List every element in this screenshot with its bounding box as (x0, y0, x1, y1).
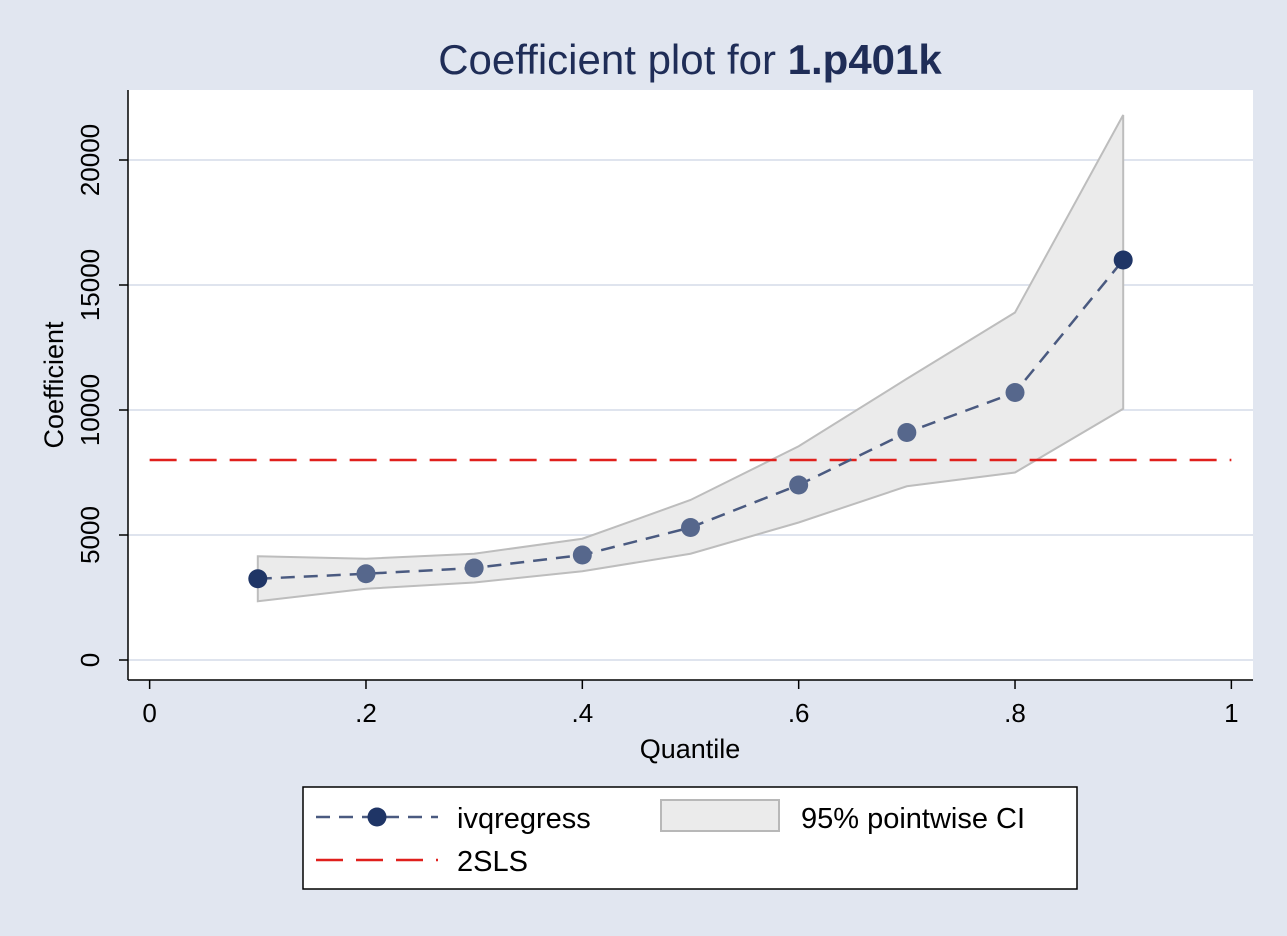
ivqregress-point (248, 569, 268, 589)
x-tick-label: 0 (142, 698, 156, 728)
legend: ivqregress 95% pointwise CI 2SLS (302, 786, 1078, 890)
chart-title-prefix: Coefficient plot for (438, 36, 787, 83)
x-tick-label: .8 (1004, 698, 1026, 728)
legend-ivqregress-marker (367, 807, 387, 827)
ivqregress-series-layer (248, 250, 1133, 589)
axis-ticks: 0 .2 .4 .6 .8 1 0 5000 10000 15000 20000 (75, 124, 1239, 728)
legend-ci-label: 95% pointwise CI (801, 803, 1025, 835)
legend-tsls-label: 2SLS (457, 846, 528, 878)
chart-title-variable: 1.p401k (788, 36, 943, 83)
ivqregress-point (572, 545, 592, 565)
legend-ci-swatch (660, 799, 780, 832)
chart-title: Coefficient plot for 1.p401k (438, 36, 942, 83)
x-axis-title: Quantile (640, 734, 741, 764)
ivqregress-point (464, 558, 484, 578)
legend-ivqregress-label: ivqregress (457, 803, 591, 835)
ivqregress-point (356, 564, 376, 584)
ivqregress-point (897, 423, 917, 442)
y-tick-label: 15000 (75, 249, 105, 321)
ivqregress-point (789, 475, 809, 495)
ci-band-layer (256, 114, 1125, 603)
ivqregress-point (1005, 383, 1025, 402)
x-tick-label: .2 (355, 698, 377, 728)
ci-band (256, 114, 1125, 603)
y-tick-label: 20000 (75, 124, 105, 196)
x-tick-label: .4 (571, 698, 593, 728)
ivqregress-point (681, 518, 700, 537)
y-tick-label: 10000 (75, 374, 105, 446)
y-tick-label: 0 (75, 653, 105, 667)
x-tick-label: 1 (1224, 698, 1238, 728)
ivqregress-point (1113, 250, 1133, 270)
y-tick-label: 5000 (75, 506, 105, 564)
x-tick-label: .6 (788, 698, 810, 728)
y-axis-title: Coefficient (39, 321, 69, 449)
